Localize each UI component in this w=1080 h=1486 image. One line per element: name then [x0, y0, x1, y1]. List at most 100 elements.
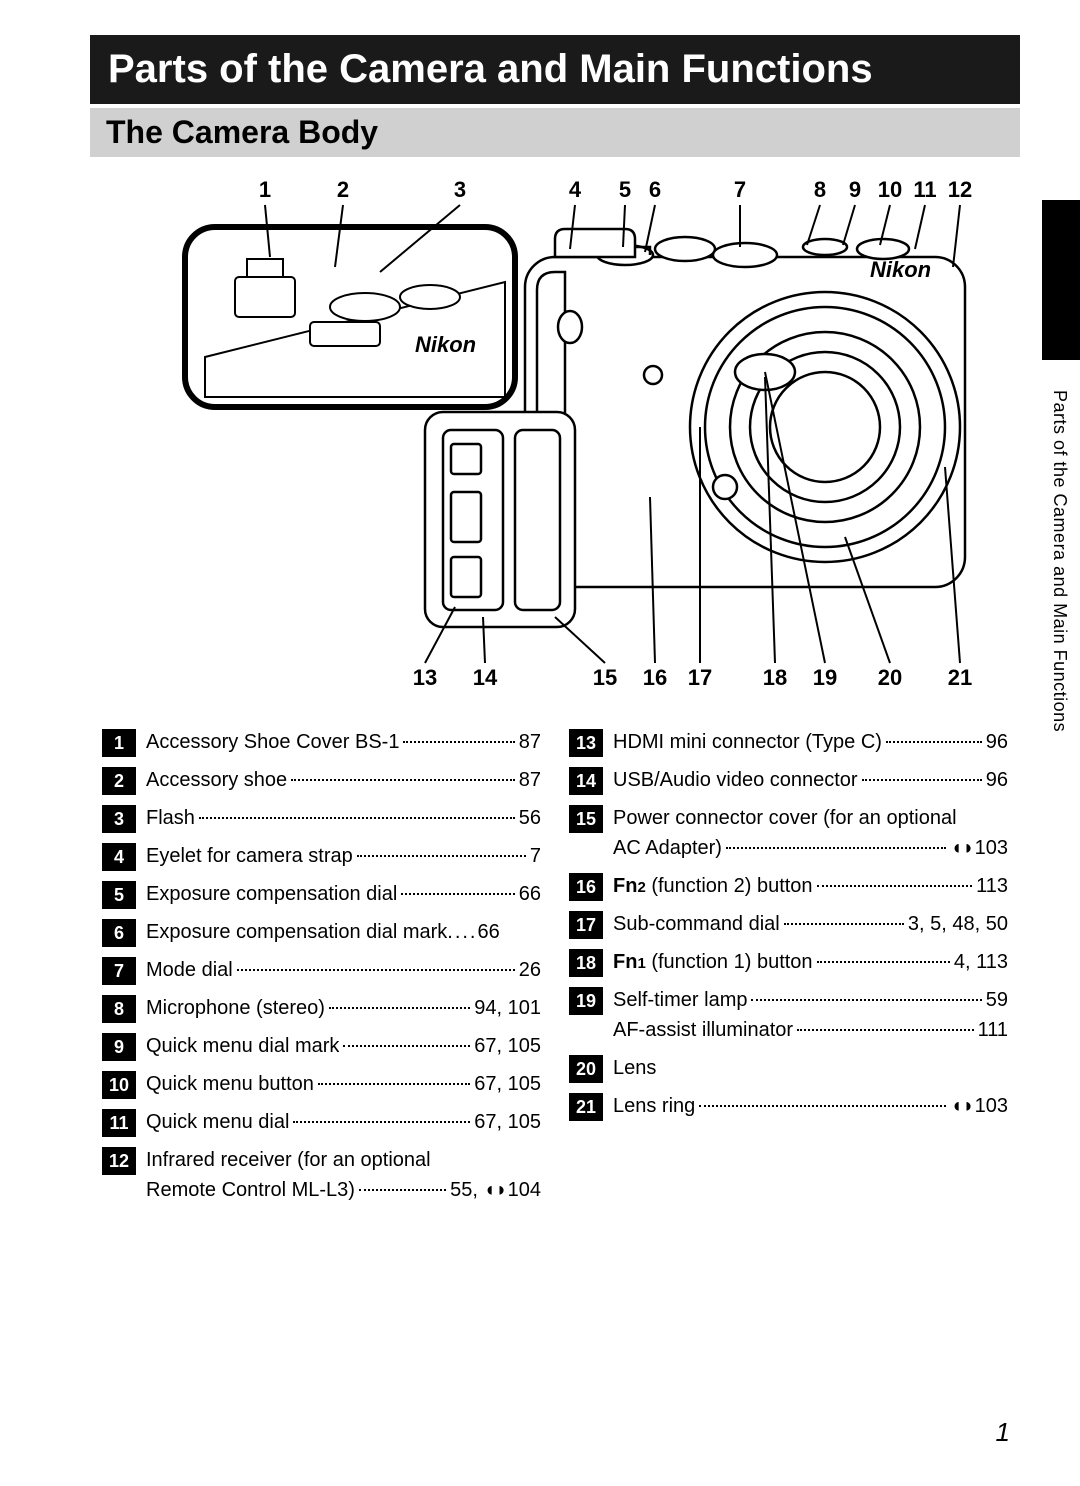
- legend-badge: 9: [102, 1033, 136, 1061]
- legend-page-ref: 67, 105: [474, 1107, 541, 1137]
- legend-body: Fn2 (function 2) button113: [613, 871, 1008, 901]
- legend-page-ref: 4, 113: [954, 947, 1008, 977]
- legend-row: 20 Lens: [569, 1053, 1008, 1083]
- callout-number: 5: [619, 177, 631, 203]
- legend-body: Power connector cover (for an optionalAC…: [613, 803, 1008, 863]
- camera-diagram: Nikon Nikon: [125, 177, 985, 697]
- callout-number: 10: [878, 177, 902, 203]
- legend-body: Sub-command dial 3, 5, 48, 50: [613, 909, 1008, 939]
- legend-label: Exposure compensation dial: [146, 879, 397, 909]
- legend-body: Quick menu dial 67, 105: [146, 1107, 541, 1137]
- legend-page-ref: 87: [519, 765, 541, 795]
- legend-page-ref: 26: [519, 955, 541, 985]
- legend-row: 14USB/Audio video connector96: [569, 765, 1008, 795]
- legend-label: Accessory Shoe Cover BS-1: [146, 727, 399, 757]
- legend-page-ref: 66: [519, 879, 541, 909]
- legend-row: 5Exposure compensation dial66: [102, 879, 541, 909]
- legend-label: Mode dial: [146, 955, 233, 985]
- callout-number: 17: [688, 665, 712, 691]
- legend-row: 6 Exposure compensation dial mark.... 66: [102, 917, 541, 947]
- legend-page-ref: 111: [978, 1015, 1008, 1045]
- legend-body: Fn1 (function 1) button 4, 113: [613, 947, 1008, 977]
- legend-badge: 6: [102, 919, 136, 947]
- legend-badge: 16: [569, 873, 603, 901]
- side-section-label: Parts of the Camera and Main Functions: [1049, 390, 1070, 732]
- legend-badge: 7: [102, 957, 136, 985]
- section-tab: [1042, 200, 1080, 360]
- legend-row: 4 Eyelet for camera strap 7: [102, 841, 541, 871]
- legend-label: Flash: [146, 803, 195, 833]
- legend-body: Lens: [613, 1053, 1008, 1083]
- legend-body: Microphone (stereo)94, 101: [146, 993, 541, 1023]
- legend-body: Self-timer lamp59AF-assist illuminator11…: [613, 985, 1008, 1045]
- callout-number: 1: [259, 177, 271, 203]
- legend-body: Mode dial 26: [146, 955, 541, 985]
- legend-body: Accessory Shoe Cover BS-1 87: [146, 727, 541, 757]
- callout-number: 20: [878, 665, 902, 691]
- callout-number: 4: [569, 177, 581, 203]
- legend-row: 11 Quick menu dial 67, 105: [102, 1107, 541, 1137]
- svg-text:Nikon: Nikon: [415, 332, 476, 357]
- callout-number: 13: [413, 665, 437, 691]
- legend-row: 10Quick menu button67, 105: [102, 1069, 541, 1099]
- page-title: Parts of the Camera and Main Functions: [90, 35, 1020, 104]
- legend-label: Quick menu button: [146, 1069, 314, 1099]
- legend-label: Infrared receiver (for an optional: [146, 1145, 431, 1175]
- legend-row: 8Microphone (stereo)94, 101: [102, 993, 541, 1023]
- legend-label: Fn1 (function 1) button: [613, 947, 813, 977]
- legend-body: Exposure compensation dial mark.... 66: [146, 917, 541, 947]
- legend-body: Exposure compensation dial 66: [146, 879, 541, 909]
- legend-page-ref: 67, 105: [474, 1069, 541, 1099]
- legend-label: Power connector cover (for an optional: [613, 803, 957, 833]
- legend-badge: 21: [569, 1093, 603, 1121]
- legend-label: Sub-command dial: [613, 909, 780, 939]
- legend-page-ref: ◖◗103: [950, 1091, 1008, 1121]
- legend-label: AC Adapter): [613, 833, 722, 863]
- legend-label: USB/Audio video connector: [613, 765, 858, 795]
- legend-page-ref: 55, ◖◗104: [450, 1175, 541, 1205]
- callout-number: 18: [763, 665, 787, 691]
- legend-row: 7 Mode dial 26: [102, 955, 541, 985]
- legend-badge: 18: [569, 949, 603, 977]
- legend-badge: 19: [569, 987, 603, 1015]
- callout-number: 11: [913, 177, 936, 203]
- legend-badge: 11: [102, 1109, 136, 1137]
- legend-badge: 4: [102, 843, 136, 871]
- legend-page-ref: 94, 101: [474, 993, 541, 1023]
- parts-legend: 1Accessory Shoe Cover BS-1872Accessory s…: [90, 727, 1020, 1213]
- callout-number: 7: [734, 177, 746, 203]
- legend-row: 21 Lens ring ◖◗103: [569, 1091, 1008, 1121]
- legend-column-right: 13HDMI mini connector (Type C)9614USB/Au…: [569, 727, 1008, 1213]
- legend-label: Fn2 (function 2) button: [613, 871, 813, 901]
- legend-page-ref: 87: [519, 727, 541, 757]
- legend-row: 16 Fn2 (function 2) button113: [569, 871, 1008, 901]
- legend-body: Accessory shoe 87: [146, 765, 541, 795]
- legend-badge: 20: [569, 1055, 603, 1083]
- legend-row: 3Flash56: [102, 803, 541, 833]
- legend-body: HDMI mini connector (Type C)96: [613, 727, 1008, 757]
- legend-label: Eyelet for camera strap: [146, 841, 353, 871]
- legend-row: 19 Self-timer lamp59AF-assist illuminator…: [569, 985, 1008, 1045]
- section-subtitle: The Camera Body: [90, 108, 1020, 157]
- callout-number: 21: [948, 665, 972, 691]
- legend-badge: 17: [569, 911, 603, 939]
- legend-page-ref: 7: [530, 841, 541, 871]
- legend-label: Quick menu dial: [146, 1107, 289, 1137]
- legend-label: AF-assist illuminator: [613, 1015, 793, 1045]
- legend-body: Quick menu dial mark67, 105: [146, 1031, 541, 1061]
- legend-badge: 13: [569, 729, 603, 757]
- legend-label: Lens: [613, 1053, 656, 1083]
- legend-label: Remote Control ML-L3): [146, 1175, 355, 1205]
- legend-label: Self-timer lamp: [613, 985, 747, 1015]
- legend-label: Lens ring: [613, 1091, 695, 1121]
- legend-label: HDMI mini connector (Type C): [613, 727, 882, 757]
- callout-number: 12: [948, 177, 972, 203]
- legend-body: Quick menu button 67, 105: [146, 1069, 541, 1099]
- legend-page-ref: 96: [986, 765, 1008, 795]
- legend-label: Accessory shoe: [146, 765, 287, 795]
- callout-number: 3: [454, 177, 466, 203]
- legend-row: 18 Fn1 (function 1) button 4, 113: [569, 947, 1008, 977]
- legend-row: 17 Sub-command dial 3, 5, 48, 50: [569, 909, 1008, 939]
- legend-page-ref: 3, 5, 48, 50: [908, 909, 1008, 939]
- legend-row: 9 Quick menu dial mark67, 105: [102, 1031, 541, 1061]
